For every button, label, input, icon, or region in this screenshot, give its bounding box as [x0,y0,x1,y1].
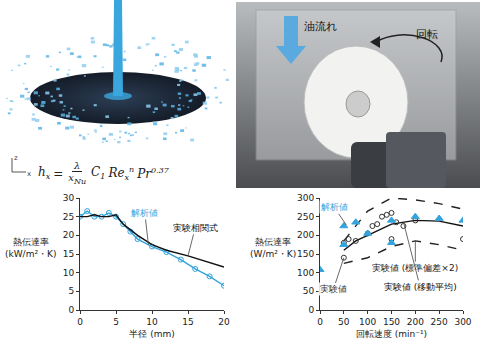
svg-text:5: 5 [68,286,74,296]
svg-text:20: 20 [63,230,75,240]
html-text:C1 Rex: C1 Rex [91,165,129,183]
svg-text:実験値: 実験値 [320,284,347,294]
svg-text:15: 15 [63,249,74,259]
svg-text:油流れ: 油流れ [304,20,337,33]
html-text:λ: λ [74,160,81,171]
html-text:xNu: xNu [68,172,87,186]
svg-text:解析値: 解析値 [321,202,348,212]
svg-text:20: 20 [218,317,230,327]
svg-text:z: z [14,154,18,162]
svg-text:0: 0 [317,317,323,327]
svg-text:100: 100 [359,317,376,327]
svg-text:25: 25 [63,212,74,222]
svg-text:0: 0 [77,317,83,327]
svg-text:半径 (mm): 半径 (mm) [129,329,174,339]
svg-text:200: 200 [297,230,314,240]
svg-text:200: 200 [407,317,424,327]
svg-text:50: 50 [303,286,315,296]
svg-text:300: 300 [297,193,314,203]
html-text:hx =: hx = [38,165,64,182]
svg-text:150: 150 [297,249,314,259]
svg-text:10: 10 [146,317,158,327]
svg-text:熱伝達率(W/m²・K): 熱伝達率(W/m²・K) [250,237,296,259]
svg-text:解析値: 解析値 [131,208,158,218]
svg-text:250: 250 [431,317,448,327]
svg-text:15: 15 [182,317,193,327]
svg-text:回転速度 (min⁻¹): 回転速度 (min⁻¹) [356,329,427,339]
svg-text:100: 100 [297,268,314,278]
svg-text:0: 0 [68,305,74,315]
svg-text:10: 10 [63,268,75,278]
svg-text:250: 250 [297,212,314,222]
svg-text:x: x [27,170,31,178]
svg-text:回転: 回転 [416,28,438,41]
svg-text:50: 50 [338,317,350,327]
svg-text:5: 5 [113,317,119,327]
svg-text:150: 150 [383,317,400,327]
html-text:n Pr0.37: n Pr0.37 [129,164,169,181]
svg-text:実験値 (移動平均): 実験値 (移動平均) [384,282,457,292]
svg-text:実験相関式: 実験相関式 [173,223,218,233]
svg-text:30: 30 [63,193,75,203]
svg-text:実験値 (標準偏差×2): 実験値 (標準偏差×2) [372,263,458,273]
svg-text:熱伝達率(kW/m²・K): 熱伝達率(kW/m²・K) [5,237,56,259]
svg-text:0: 0 [308,305,314,315]
svg-text:300: 300 [454,317,471,327]
